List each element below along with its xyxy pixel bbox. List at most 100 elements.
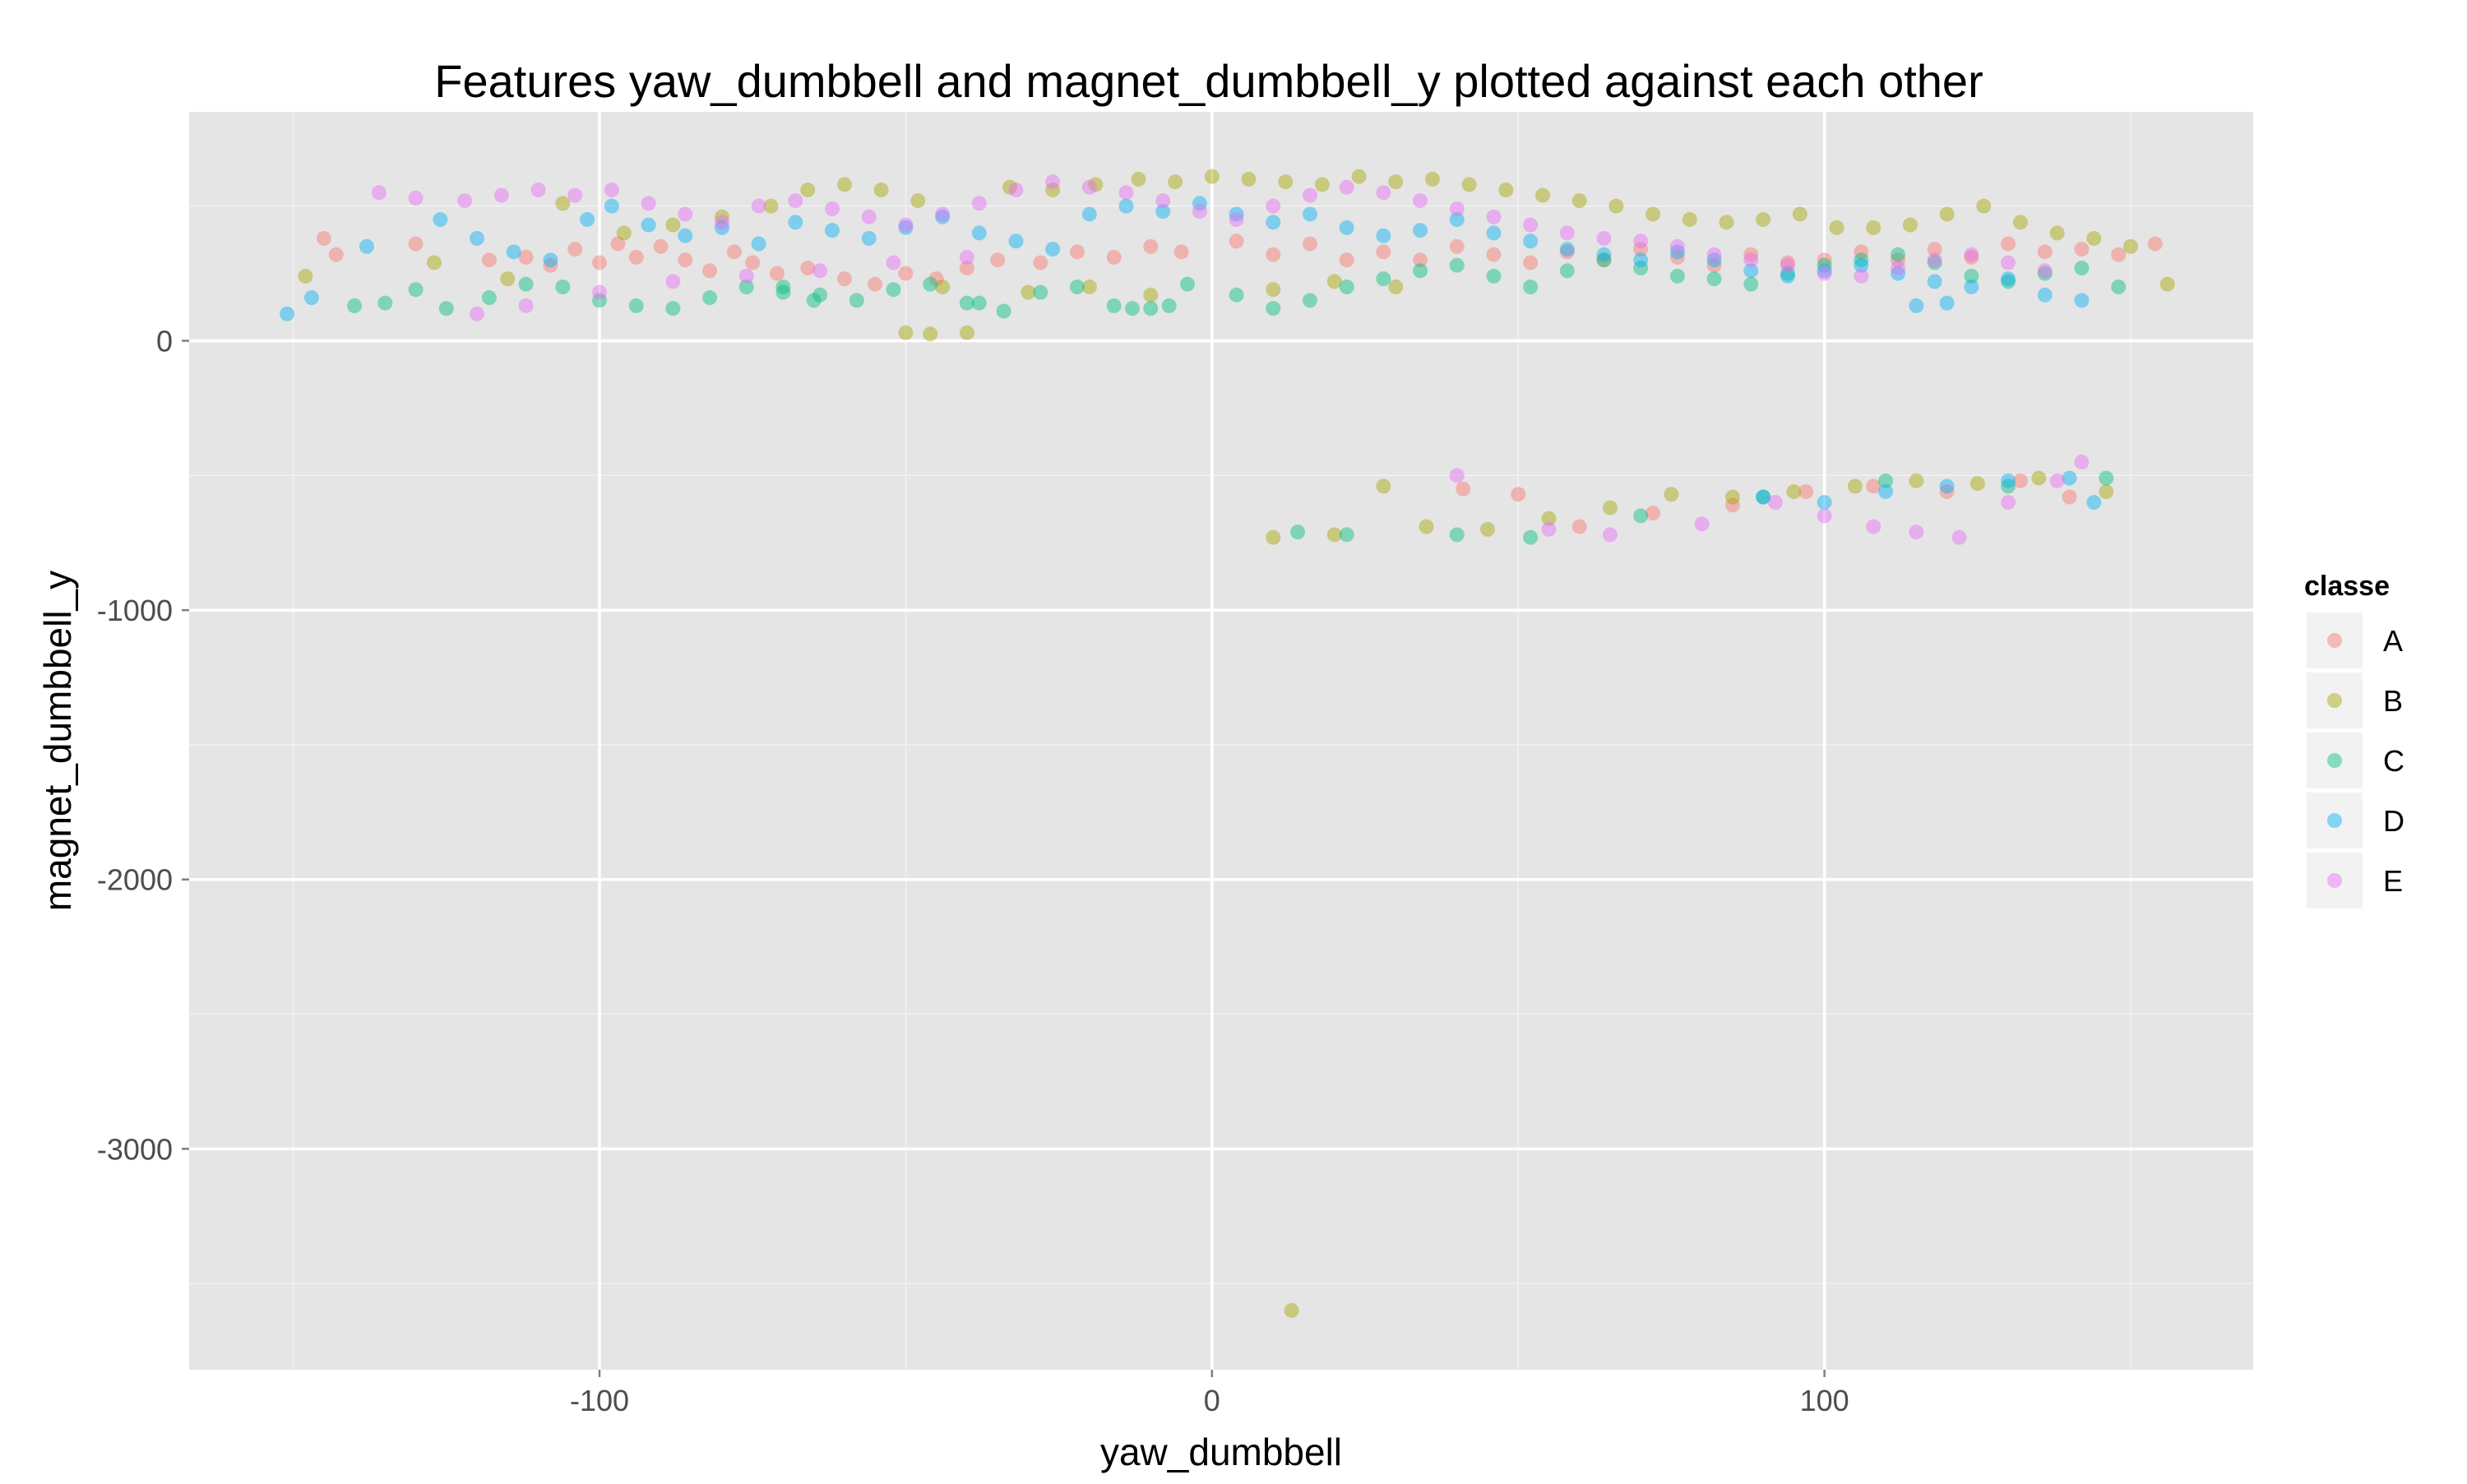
data-point — [1449, 257, 1465, 273]
data-point — [910, 193, 926, 209]
data-point — [1780, 266, 1795, 281]
data-point — [2086, 230, 2102, 246]
x-axis-title: yaw_dumbbell — [1100, 1431, 1342, 1473]
data-point — [1339, 220, 1354, 235]
data-point — [1204, 169, 1220, 184]
data-point — [1669, 244, 1685, 260]
x-tick-label: 100 — [1800, 1384, 1849, 1417]
data-point — [971, 295, 987, 311]
data-point — [1021, 284, 1036, 300]
legend-swatch — [2327, 633, 2342, 648]
data-point — [1596, 252, 1612, 268]
data-point — [2031, 470, 2047, 486]
data-point — [1498, 183, 1514, 198]
data-point — [1302, 206, 1317, 222]
data-point — [1229, 206, 1244, 222]
series-a — [316, 230, 2163, 534]
data-point — [1706, 252, 1722, 268]
data-point — [2062, 470, 2077, 486]
data-point — [714, 220, 729, 235]
data-point — [751, 198, 766, 214]
data-point — [935, 209, 951, 224]
data-point — [1669, 268, 1685, 284]
data-point — [1486, 209, 1502, 224]
data-point — [628, 298, 644, 313]
data-point — [678, 206, 693, 222]
data-point — [1479, 521, 1495, 537]
data-point — [1706, 247, 1722, 262]
data-point — [1951, 529, 1967, 545]
legend-label: A — [2383, 624, 2403, 658]
data-point — [1927, 242, 1942, 257]
data-point — [1278, 174, 1294, 190]
data-point — [2001, 495, 2016, 511]
data-point — [1081, 279, 1097, 294]
data-point — [1969, 476, 1985, 492]
data-point — [1939, 206, 1955, 222]
data-point — [898, 266, 914, 281]
legend-item-c: C — [2307, 733, 2405, 788]
data-point — [518, 298, 534, 313]
data-point — [1866, 519, 1881, 534]
data-point — [1854, 257, 1869, 273]
data-point — [616, 225, 632, 241]
data-point — [1376, 271, 1391, 287]
data-point — [2159, 276, 2175, 292]
data-point — [1878, 473, 1894, 488]
data-point — [1192, 204, 1207, 220]
data-point — [825, 201, 840, 216]
data-point — [1045, 242, 1061, 257]
data-point — [1817, 508, 1832, 524]
data-point — [1724, 497, 1740, 513]
series-d — [280, 196, 2102, 511]
data-point — [408, 282, 424, 298]
data-point — [377, 295, 393, 311]
data-point — [836, 271, 852, 287]
data-point — [1780, 268, 1795, 284]
data-point — [1388, 279, 1404, 294]
y-tick-label: -1000 — [97, 594, 173, 627]
data-point — [1706, 271, 1722, 287]
data-point — [1523, 217, 1539, 233]
data-point — [555, 196, 571, 211]
data-point — [812, 287, 828, 303]
data-point — [347, 298, 363, 313]
data-point — [923, 326, 938, 342]
data-point — [2001, 473, 2016, 488]
data-point — [592, 284, 608, 300]
data-point — [1302, 187, 1317, 203]
data-point — [1002, 179, 1018, 195]
data-point — [2074, 293, 2090, 308]
data-point — [1388, 174, 1404, 190]
data-point — [1645, 206, 1661, 222]
data-point — [971, 225, 987, 241]
legend-swatch — [2327, 873, 2342, 888]
data-point — [1909, 298, 1924, 313]
data-point — [2001, 274, 2016, 289]
data-point — [1633, 508, 1649, 524]
data-point — [1118, 185, 1134, 201]
data-point — [678, 228, 693, 243]
data-point — [1768, 495, 1784, 511]
data-point — [592, 293, 608, 308]
data-point — [886, 255, 901, 270]
data-point — [1602, 527, 1618, 543]
legend-item-e: E — [2307, 853, 2403, 908]
data-point — [1559, 225, 1575, 241]
data-point — [481, 252, 497, 268]
data-point — [470, 230, 485, 246]
data-point — [775, 279, 791, 294]
data-point — [1706, 257, 1722, 273]
data-point — [1118, 198, 1134, 214]
data-point — [788, 215, 803, 230]
data-point — [2147, 236, 2163, 252]
data-point — [316, 230, 331, 246]
legend-key — [2307, 673, 2363, 728]
data-point — [886, 282, 901, 298]
data-point — [518, 249, 534, 265]
data-point — [1266, 301, 1281, 317]
data-point — [1161, 298, 1177, 313]
data-point — [1449, 238, 1465, 254]
data-point — [2037, 266, 2053, 281]
